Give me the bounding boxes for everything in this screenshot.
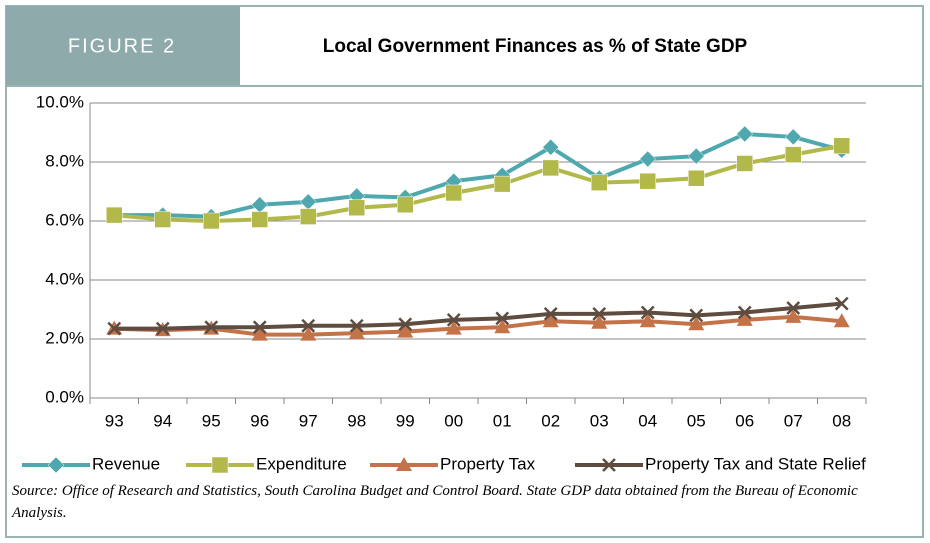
series-line <box>114 314 842 337</box>
marker-diamond <box>687 147 705 165</box>
marker-triangle <box>494 319 511 334</box>
legend-label: Revenue <box>92 454 160 473</box>
marker-x <box>107 321 122 336</box>
series-line <box>114 131 843 219</box>
marker-square <box>106 206 123 224</box>
marker-square <box>203 212 220 230</box>
marker-square <box>591 174 608 191</box>
marker-x <box>737 305 752 320</box>
x-tick-label: 95 <box>202 411 221 430</box>
x-tick-label: 99 <box>396 411 415 430</box>
marker-x <box>301 318 316 333</box>
marker-x <box>834 296 849 311</box>
marker-triangle <box>591 314 608 329</box>
marker-diamond <box>47 456 65 474</box>
figure-label: FIGURE 2 <box>68 35 176 57</box>
marker-diamond <box>542 138 560 156</box>
marker-triangle <box>397 323 414 338</box>
marker-x <box>602 458 616 472</box>
marker-square <box>639 172 656 190</box>
marker-x <box>204 320 219 335</box>
marker-triangle <box>300 326 317 341</box>
marker-square <box>688 169 705 187</box>
y-tick-label: 10.0% <box>36 92 84 111</box>
marker-x <box>398 317 413 332</box>
y-tick-label: 0.0% <box>45 387 84 406</box>
legend-label: Property Tax and State Relief <box>645 454 866 473</box>
marker-square <box>300 208 317 225</box>
x-tick-label: 97 <box>299 411 318 430</box>
marker-square <box>154 211 171 228</box>
marker-square <box>211 456 229 474</box>
marker-triangle <box>785 308 802 323</box>
x-tick-label: 02 <box>541 411 560 430</box>
marker-square <box>494 175 511 193</box>
x-tick-label: 01 <box>493 411 512 430</box>
marker-x <box>495 311 510 326</box>
marker-square <box>445 184 462 202</box>
x-tick-label: 08 <box>832 411 851 430</box>
marker-x <box>640 305 655 320</box>
marker-square <box>397 196 414 214</box>
marker-x <box>446 312 461 327</box>
source-note: Source: Office of Research and Statistic… <box>12 483 858 521</box>
marker-x <box>689 308 704 323</box>
marker-diamond <box>251 196 269 214</box>
marker-x <box>252 320 267 335</box>
marker-square <box>833 137 850 155</box>
x-tick-label: 05 <box>687 411 706 430</box>
x-tick-label: 00 <box>444 411 463 430</box>
x-tick-label: 94 <box>153 411 172 430</box>
x-tick-label: 98 <box>347 411 366 430</box>
x-tick-label: 04 <box>638 411 657 430</box>
marker-square <box>736 155 753 172</box>
marker-triangle <box>348 325 365 340</box>
marker-x <box>592 307 607 321</box>
frame <box>5 5 924 538</box>
marker-triangle <box>445 320 462 335</box>
marker-triangle <box>251 326 268 341</box>
marker-triangle <box>396 457 412 471</box>
x-tick-label: 06 <box>735 411 754 430</box>
marker-triangle <box>639 313 656 328</box>
marker-x <box>543 307 558 321</box>
marker-square <box>348 199 365 216</box>
x-tick-label: 03 <box>590 411 609 430</box>
y-tick-label: 8.0% <box>45 151 84 170</box>
series-line <box>114 301 842 331</box>
x-tick-label: 96 <box>250 411 269 430</box>
marker-triangle <box>688 316 705 331</box>
marker-triangle <box>736 311 753 326</box>
legend-label: Expenditure <box>256 454 347 473</box>
marker-diamond <box>639 150 657 168</box>
marker-diamond <box>784 128 802 146</box>
legend-label: Property Tax <box>440 454 536 473</box>
x-tick-label: 07 <box>784 411 803 430</box>
y-tick-label: 6.0% <box>45 210 84 229</box>
series-line <box>114 143 843 224</box>
marker-triangle <box>542 313 559 328</box>
x-tick-label: 93 <box>105 411 124 430</box>
marker-x <box>155 321 170 336</box>
marker-diamond <box>736 125 754 143</box>
marker-square <box>785 146 802 163</box>
chart-title: Local Government Finances as % of State … <box>323 36 748 57</box>
y-tick-label: 2.0% <box>45 328 84 347</box>
marker-diamond <box>299 193 317 211</box>
marker-square <box>542 159 559 177</box>
marker-triangle <box>833 313 850 328</box>
figure-box <box>6 6 240 86</box>
marker-square <box>251 211 268 228</box>
marker-x <box>349 318 364 333</box>
marker-x <box>786 301 801 315</box>
y-tick-label: 4.0% <box>45 269 84 288</box>
